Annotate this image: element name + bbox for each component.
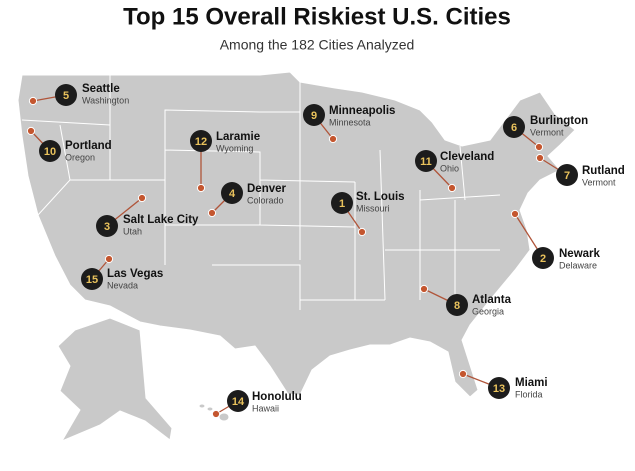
- rank-number: 11: [420, 156, 432, 168]
- rank-badge: [532, 247, 554, 269]
- city-name: Newark: [559, 248, 601, 260]
- rank-badge: [81, 268, 103, 290]
- city-dot: [137, 193, 147, 203]
- rank-badge: [488, 377, 510, 399]
- city-name: Honolulu: [252, 391, 302, 403]
- rank-number: 3: [104, 221, 110, 233]
- city-dot: [357, 227, 367, 237]
- state-name: Minnesota: [329, 117, 371, 127]
- state-name: Colorado: [247, 195, 284, 205]
- city-dot: [196, 183, 206, 193]
- rank-number: 15: [86, 274, 98, 286]
- rank-number: 2: [540, 253, 546, 265]
- rank-badge: [190, 130, 212, 152]
- rank-badge: [96, 215, 118, 237]
- city-name: Burlington: [530, 115, 588, 127]
- city-dot: [28, 96, 38, 106]
- city-name: Cleveland: [440, 151, 494, 163]
- rank-number: 13: [493, 383, 505, 395]
- rank-number: 5: [63, 90, 69, 102]
- rank-badge: [303, 104, 325, 126]
- rank-number: 10: [44, 146, 56, 158]
- rank-badge: [556, 164, 578, 186]
- city-name: Miami: [515, 377, 548, 389]
- contiguous-us: [17, 71, 576, 398]
- city-dot: [458, 369, 468, 379]
- title: Top 15 Overall Riskiest U.S. Cities: [123, 3, 511, 30]
- city-dot: [510, 209, 520, 219]
- city-dot: [211, 409, 221, 419]
- rank-badge: [227, 390, 249, 412]
- city-dot: [419, 284, 429, 294]
- alaska: [57, 317, 173, 443]
- city-name: Portland: [65, 140, 112, 152]
- city-dot: [207, 208, 217, 218]
- city-dot: [26, 126, 36, 136]
- rank-number: 4: [229, 188, 236, 200]
- rank-badge: [221, 182, 243, 204]
- rank-badge: [55, 84, 77, 106]
- city-name: Denver: [247, 183, 287, 195]
- rank-badge: [39, 140, 61, 162]
- city-name: Minneapolis: [329, 105, 395, 117]
- state-name: Georgia: [472, 306, 504, 316]
- land: [17, 71, 576, 443]
- hawaii: [198, 403, 206, 409]
- state-name: Missouri: [356, 203, 390, 213]
- hawaii: [206, 406, 214, 412]
- city-name: Laramie: [216, 131, 260, 143]
- city-dot: [328, 134, 338, 144]
- hawaii: [218, 412, 230, 422]
- state-name: Delaware: [559, 260, 597, 270]
- rank-number: 14: [232, 396, 245, 408]
- rank-number: 1: [339, 198, 345, 210]
- subtitle: Among the 182 Cities Analyzed: [220, 37, 415, 53]
- city-dot: [104, 254, 114, 264]
- city-dot: [447, 183, 457, 193]
- state-borders: [21, 75, 501, 310]
- rank-number: 6: [511, 122, 517, 134]
- city-name: Salt Lake City: [123, 214, 199, 226]
- state-name: Utah: [123, 226, 142, 236]
- rank-number: 8: [454, 300, 460, 312]
- rank-badge: [331, 192, 353, 214]
- rank-badge: [415, 150, 437, 172]
- city-name: Rutland: [582, 165, 625, 177]
- state-name: Vermont: [530, 127, 564, 137]
- state-name: Hawaii: [252, 403, 279, 413]
- state-name: Florida: [515, 389, 543, 399]
- rank-number: 12: [195, 136, 207, 148]
- state-name: Wyoming: [216, 143, 253, 153]
- city-dot: [534, 142, 544, 152]
- city-name: Seattle: [82, 83, 120, 95]
- state-name: Washington: [82, 95, 129, 105]
- rank-badge: [446, 294, 468, 316]
- state-name: Ohio: [440, 163, 459, 173]
- city-name: St. Louis: [356, 191, 405, 203]
- city-name: Las Vegas: [107, 268, 163, 280]
- state-name: Oregon: [65, 152, 95, 162]
- city-name: Atlanta: [472, 294, 512, 306]
- state-name: Nevada: [107, 280, 138, 290]
- rank-badge: [503, 116, 525, 138]
- city-dot: [535, 153, 545, 163]
- state-name: Vermont: [582, 177, 616, 187]
- rank-number: 7: [564, 170, 570, 182]
- rank-number: 9: [311, 110, 317, 122]
